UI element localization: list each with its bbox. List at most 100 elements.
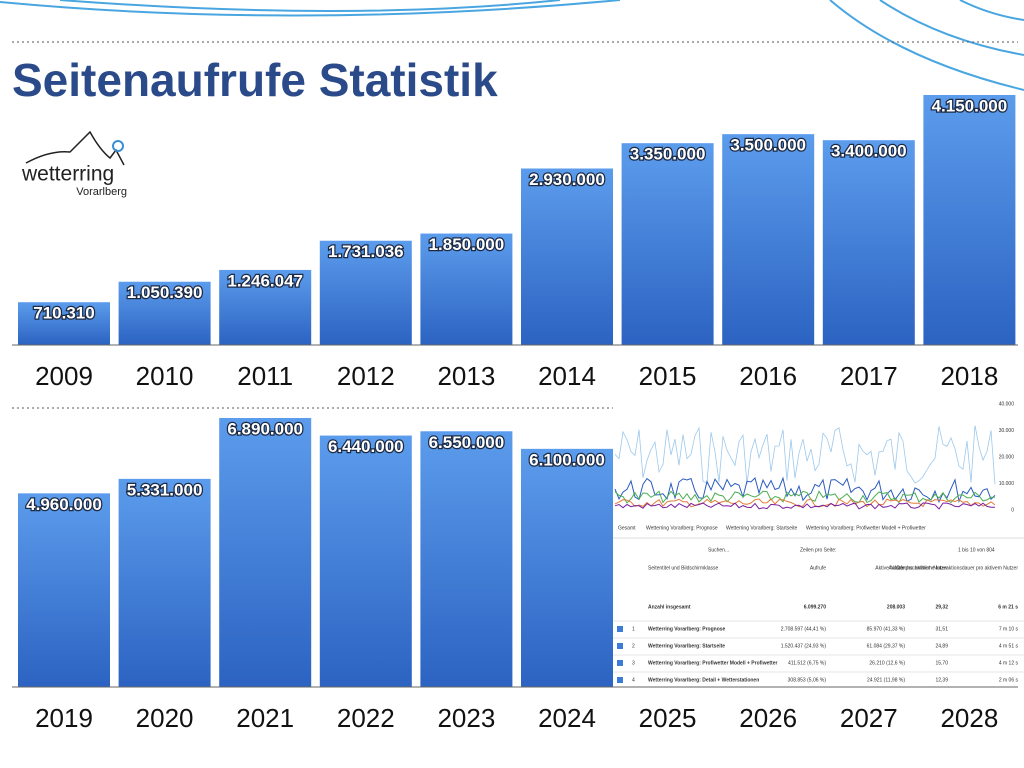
bar (219, 269, 312, 345)
rows-per-page: Zeilen pro Seite: (800, 547, 836, 553)
legend-entry: Gesamt (618, 525, 636, 531)
table-cell: Wetterring Vorarlberg: Prognose (648, 626, 726, 632)
table-cell: 15,70 (935, 660, 948, 666)
value-label: 1.850.000 (429, 235, 505, 254)
bar (722, 134, 815, 345)
bar (521, 448, 613, 687)
axis-label: 30.000 (999, 428, 1015, 434)
value-label: 2.930.000 (529, 170, 605, 189)
logo: wetterring Vorarlberg (21, 130, 127, 198)
table-cell: 12,39 (935, 677, 948, 683)
table-cell: 308.853 (5,06 %) (788, 677, 827, 683)
table-cell: 61.084 (29,37 %) (867, 643, 906, 649)
x-tick-label: 2017 (840, 361, 898, 391)
trend-line (614, 502, 995, 510)
trend-line (614, 498, 996, 508)
table-cell: 31,51 (935, 626, 948, 632)
table-cell: 3 (632, 660, 635, 666)
table-cell: 26.210 (12,6 %) (869, 660, 905, 666)
table-cell: 411.512 (6,75 %) (788, 660, 826, 666)
value-label: 6.440.000 (328, 437, 404, 456)
table-cell: 1 (632, 626, 635, 632)
x-tick-label: 2010 (136, 361, 194, 391)
bar (923, 95, 1016, 345)
analytics-screenshot: 40.000 30.000 20.000 10.000 0 Gesamt Wetterrin… (613, 400, 1024, 687)
legend-entry: Wetterring Vorarlberg: Startseite (726, 525, 798, 531)
checkbox (617, 626, 623, 632)
table-cell: 85.970 (41,33 %) (867, 626, 906, 632)
value-label: 1.050.390 (127, 283, 203, 302)
column-header: Durchschnittliche Interaktionsdauer pro … (897, 565, 1019, 571)
value-label: 3.350.000 (630, 145, 706, 164)
total-cell: 208.003 (887, 604, 905, 610)
column-header: Aktive Nutzer (875, 565, 905, 571)
decor (0, 0, 1024, 91)
x-tick-label: 2024 (538, 703, 596, 733)
checkbox (617, 643, 623, 649)
table-cell: 24.921 (11,98 %) (867, 677, 905, 683)
total-cell: 6 m 21 s (998, 604, 1018, 610)
x-tick-label: 2015 (639, 361, 697, 391)
bar (18, 493, 110, 687)
x-tick-label: 2013 (437, 361, 495, 391)
table-cell: 4 m 12 s (999, 660, 1019, 666)
bar (621, 143, 714, 345)
bar (18, 302, 110, 345)
bar (420, 233, 513, 345)
page-info: 1 bis 10 von 804 (958, 547, 995, 553)
bar (319, 435, 412, 687)
x-tick-label: 2027 (840, 703, 898, 733)
table-cell: Wetterring Vorarlberg: Startseite (648, 643, 725, 649)
logo-name: wetterring (21, 163, 114, 186)
axis-label: 20.000 (999, 454, 1015, 460)
value-label: 6.550.000 (429, 433, 505, 452)
trend-line (614, 490, 995, 504)
bar (521, 168, 613, 345)
x-tick-label: 2009 (35, 361, 93, 391)
bar (822, 140, 915, 345)
total-cell: 6.099.270 (804, 604, 826, 610)
value-label: 3.400.000 (831, 142, 907, 161)
bar (219, 418, 312, 687)
x-tick-label: 2022 (337, 703, 395, 733)
table-cell: Wetterring Vorarlberg: Detail + Wetterst… (648, 677, 759, 683)
trend-line (614, 425, 996, 485)
column-header: Seitentitel und Bildschirmklasse (648, 565, 719, 571)
logo-region: Vorarlberg (76, 186, 127, 198)
x-tick-label: 2026 (739, 703, 797, 733)
axis-label: 40.000 (999, 401, 1015, 407)
column-header: Aufrufe (810, 565, 826, 571)
total-cell: 29,32 (935, 604, 948, 610)
value-label: 4.150.000 (932, 96, 1008, 115)
legend-entry: Wetterring Vorarlberg: Profiwetter Model… (806, 525, 926, 531)
x-tick-label: 2011 (237, 361, 293, 391)
bar (420, 431, 513, 687)
table-cell: 4 (632, 677, 635, 683)
column-header: Aufrufe pro aktivem Nutzer (889, 565, 949, 571)
table-cell: Wetterring Vorarlberg: Profiwetter Model… (648, 660, 777, 666)
checkbox (617, 660, 623, 666)
x-tick-label: 2018 (940, 361, 998, 391)
title: Seitenaufrufe Statistik (12, 54, 498, 106)
x-tick-label: 2028 (940, 703, 998, 733)
table-cell: 4 m 51 s (999, 643, 1019, 649)
value-label: 1.246.047 (227, 271, 303, 290)
table-cell: 1.520.437 (24,93 %) (781, 643, 827, 649)
axis-label: 0 (1011, 507, 1014, 513)
value-label: 6.890.000 (227, 419, 303, 438)
value-label: 3.500.000 (730, 136, 806, 155)
value-label: 1.731.036 (328, 242, 404, 261)
bar (118, 281, 211, 345)
table-cell: 7 m 10 s (999, 626, 1019, 632)
x-tick-label: 2014 (538, 361, 596, 391)
x-tick-label: 2012 (337, 361, 395, 391)
x-tick-label: 2020 (136, 703, 194, 733)
table-cell: 2 m 06 s (999, 677, 1019, 683)
x-tick-label: 2025 (639, 703, 697, 733)
checkbox (617, 677, 623, 683)
bar (319, 240, 412, 345)
total-cell: Anzahl insgesamt (648, 604, 691, 610)
value-label: 4.960.000 (26, 495, 102, 514)
legend-entry: Wetterring Vorarlberg: Prognose (646, 525, 718, 531)
